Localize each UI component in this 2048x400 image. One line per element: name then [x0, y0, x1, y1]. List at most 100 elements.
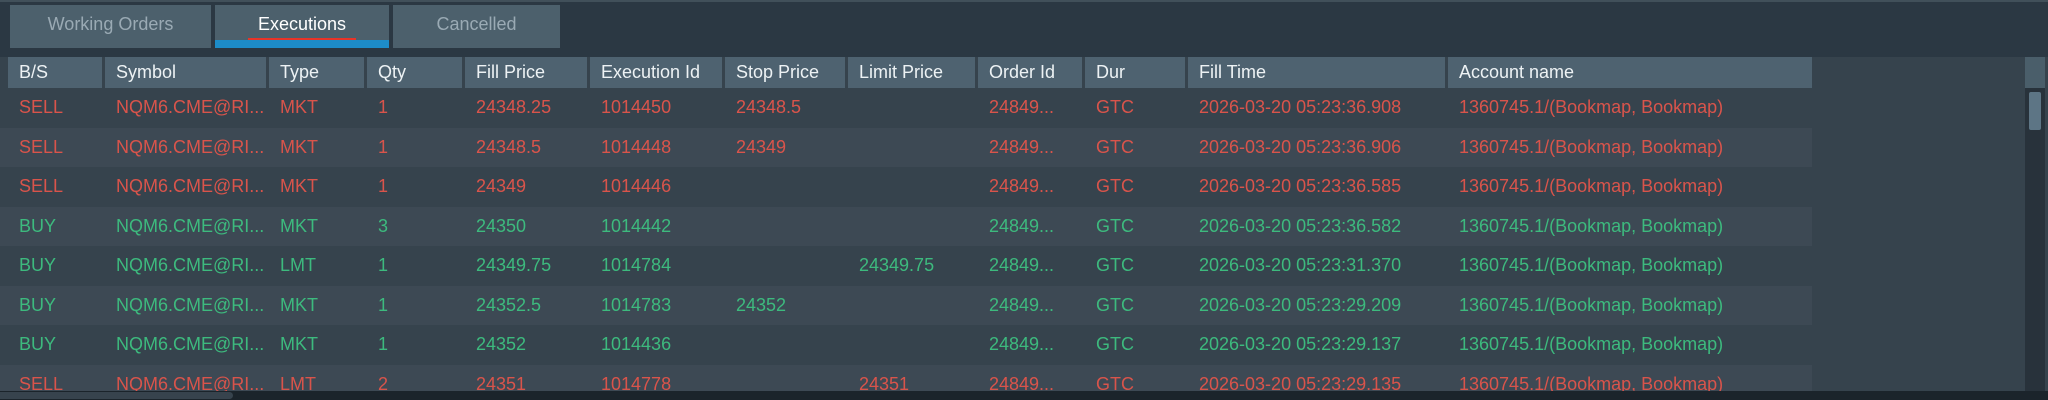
column-header-execution-id[interactable]: Execution Id [590, 57, 722, 88]
cell-side: BUY [19, 215, 57, 236]
cell-fill-time: 2026-03-20 05:23:29.209 [1199, 294, 1402, 315]
cell-qty: 1 [378, 255, 389, 275]
cell-symbol: NQM6.CME@RI... [116, 373, 265, 392]
cell-qty: 1 [378, 294, 389, 315]
cell-execution-id: 1014778 [601, 373, 672, 392]
cell-execution-id: 1014450 [601, 97, 672, 117]
cell-stop-price [725, 365, 845, 392]
cell-type: MKT [280, 97, 318, 117]
cell-fill-price: 24350 [476, 215, 527, 236]
cell-fill-time: 2026-03-20 05:23:36.906 [1199, 136, 1402, 157]
cell-qty: 1 [378, 97, 389, 117]
cell-stop-price [725, 246, 845, 286]
cell-execution-id: 1014448 [601, 136, 672, 157]
column-header-b-s[interactable]: B/S [8, 57, 102, 88]
cell-limit-price [848, 286, 975, 326]
cell-order-id: 24849... [989, 334, 1055, 354]
cell-dur: GTC [1096, 176, 1134, 196]
column-header-dur[interactable]: Dur [1085, 57, 1185, 88]
table-row[interactable]: SELL NQM6.CME@RI... MKT 1 24349 1014446 … [0, 167, 1812, 207]
column-header-account-name[interactable]: Account name [1448, 57, 1812, 88]
cell-fill-price: 24352 [476, 334, 527, 354]
cell-account: 1360745.1/(Bookmap, Bookmap) [1459, 334, 1724, 354]
cell-limit-price [848, 88, 975, 128]
column-header-qty[interactable]: Qty [367, 57, 462, 88]
vertical-scrollbar-thumb[interactable] [2029, 92, 2041, 130]
cell-limit-price [848, 128, 975, 168]
table-row[interactable]: BUY NQM6.CME@RI... MKT 1 24352 1014436 2… [0, 325, 1812, 365]
tab-label: Working Orders [47, 14, 174, 34]
cell-account: 1360745.1/(Bookmap, Bookmap) [1459, 294, 1724, 315]
table-row[interactable]: BUY NQM6.CME@RI... MKT 1 24352.5 1014783… [0, 285, 1812, 326]
tab-executions[interactable]: Executions [215, 5, 389, 48]
cell-qty: 2 [378, 373, 389, 392]
column-header-symbol[interactable]: Symbol [105, 57, 266, 88]
cell-account: 1360745.1/(Bookmap, Bookmap) [1459, 176, 1724, 196]
cell-order-id: 24849... [989, 215, 1055, 236]
cell-fill-time: 2026-03-20 05:23:29.137 [1199, 334, 1402, 354]
cell-limit-price [848, 325, 975, 365]
cell-side: BUY [19, 334, 57, 354]
scrollbar-header-block [2025, 57, 2045, 88]
table-row[interactable]: SELL NQM6.CME@RI... MKT 1 24348.25 10144… [0, 88, 1812, 128]
cell-qty: 1 [378, 176, 389, 196]
tab-label: Executions [247, 14, 357, 42]
column-header-fill-time[interactable]: Fill Time [1188, 57, 1445, 88]
cell-fill-price: 24349 [476, 176, 527, 196]
column-header-type[interactable]: Type [269, 57, 364, 88]
cell-fill-price: 24352.5 [476, 294, 542, 315]
horizontal-scrollbar-track[interactable] [0, 391, 2048, 400]
table-row[interactable]: SELL NQM6.CME@RI... MKT 1 24348.5 101444… [0, 127, 1812, 168]
cell-account: 1360745.1/(Bookmap, Bookmap) [1459, 97, 1724, 117]
cell-side: SELL [19, 97, 64, 117]
cell-type: MKT [280, 136, 318, 157]
cell-stop-price: 24348.5 [736, 97, 802, 117]
cell-side: BUY [19, 255, 57, 275]
cell-symbol: NQM6.CME@RI... [116, 136, 265, 157]
cell-limit-price: 24349.75 [859, 255, 935, 275]
cell-stop-price: 24349 [736, 136, 787, 157]
cell-side: SELL [19, 136, 64, 157]
horizontal-scrollbar-thumb[interactable] [0, 392, 233, 399]
cell-type: LMT [280, 373, 316, 392]
table-body: SELL NQM6.CME@RI... MKT 1 24348.25 10144… [0, 88, 2048, 391]
tab-bar: Working Orders Executions Cancelled [0, 0, 2048, 57]
cell-order-id: 24849... [989, 136, 1055, 157]
cell-fill-time: 2026-03-20 05:23:29.135 [1199, 373, 1402, 392]
cell-execution-id: 1014446 [601, 176, 672, 196]
cell-stop-price: 24352 [736, 294, 787, 315]
cell-execution-id: 1014783 [601, 294, 672, 315]
column-header-order-id[interactable]: Order Id [978, 57, 1082, 88]
cell-qty: 3 [378, 215, 389, 236]
cell-stop-price [725, 325, 845, 365]
column-header-limit-price[interactable]: Limit Price [848, 57, 975, 88]
cell-type: MKT [280, 176, 318, 196]
cell-order-id: 24849... [989, 97, 1055, 117]
cell-symbol: NQM6.CME@RI... [116, 294, 265, 315]
cell-side: SELL [19, 176, 64, 196]
cell-symbol: NQM6.CME@RI... [116, 176, 265, 196]
table-row[interactable]: BUY NQM6.CME@RI... LMT 1 24349.75 101478… [0, 246, 1812, 286]
table-row[interactable]: SELL NQM6.CME@RI... LMT 2 24351 1014778 … [0, 364, 1812, 392]
column-header-stop-price[interactable]: Stop Price [725, 57, 845, 88]
tab-cancelled[interactable]: Cancelled [393, 5, 560, 48]
cell-limit-price [848, 167, 975, 207]
tab-working-orders[interactable]: Working Orders [10, 5, 211, 48]
cell-fill-time: 2026-03-20 05:23:31.370 [1199, 255, 1402, 275]
vertical-scrollbar-track[interactable] [2025, 88, 2045, 391]
cell-account: 1360745.1/(Bookmap, Bookmap) [1459, 136, 1724, 157]
cell-type: MKT [280, 215, 318, 236]
cell-symbol: NQM6.CME@RI... [116, 215, 265, 236]
cell-dur: GTC [1096, 136, 1134, 157]
cell-dur: GTC [1096, 97, 1134, 117]
cell-fill-time: 2026-03-20 05:23:36.585 [1199, 176, 1402, 196]
cell-side: SELL [19, 373, 64, 392]
cell-order-id: 24849... [989, 176, 1055, 196]
cell-qty: 1 [378, 136, 389, 157]
cell-dur: GTC [1096, 215, 1134, 236]
column-header-fill-price[interactable]: Fill Price [465, 57, 587, 88]
cell-execution-id: 1014436 [601, 334, 672, 354]
cell-account: 1360745.1/(Bookmap, Bookmap) [1459, 373, 1724, 392]
table-row[interactable]: BUY NQM6.CME@RI... MKT 3 24350 1014442 2… [0, 206, 1812, 246]
tab-label: Cancelled [436, 14, 517, 34]
